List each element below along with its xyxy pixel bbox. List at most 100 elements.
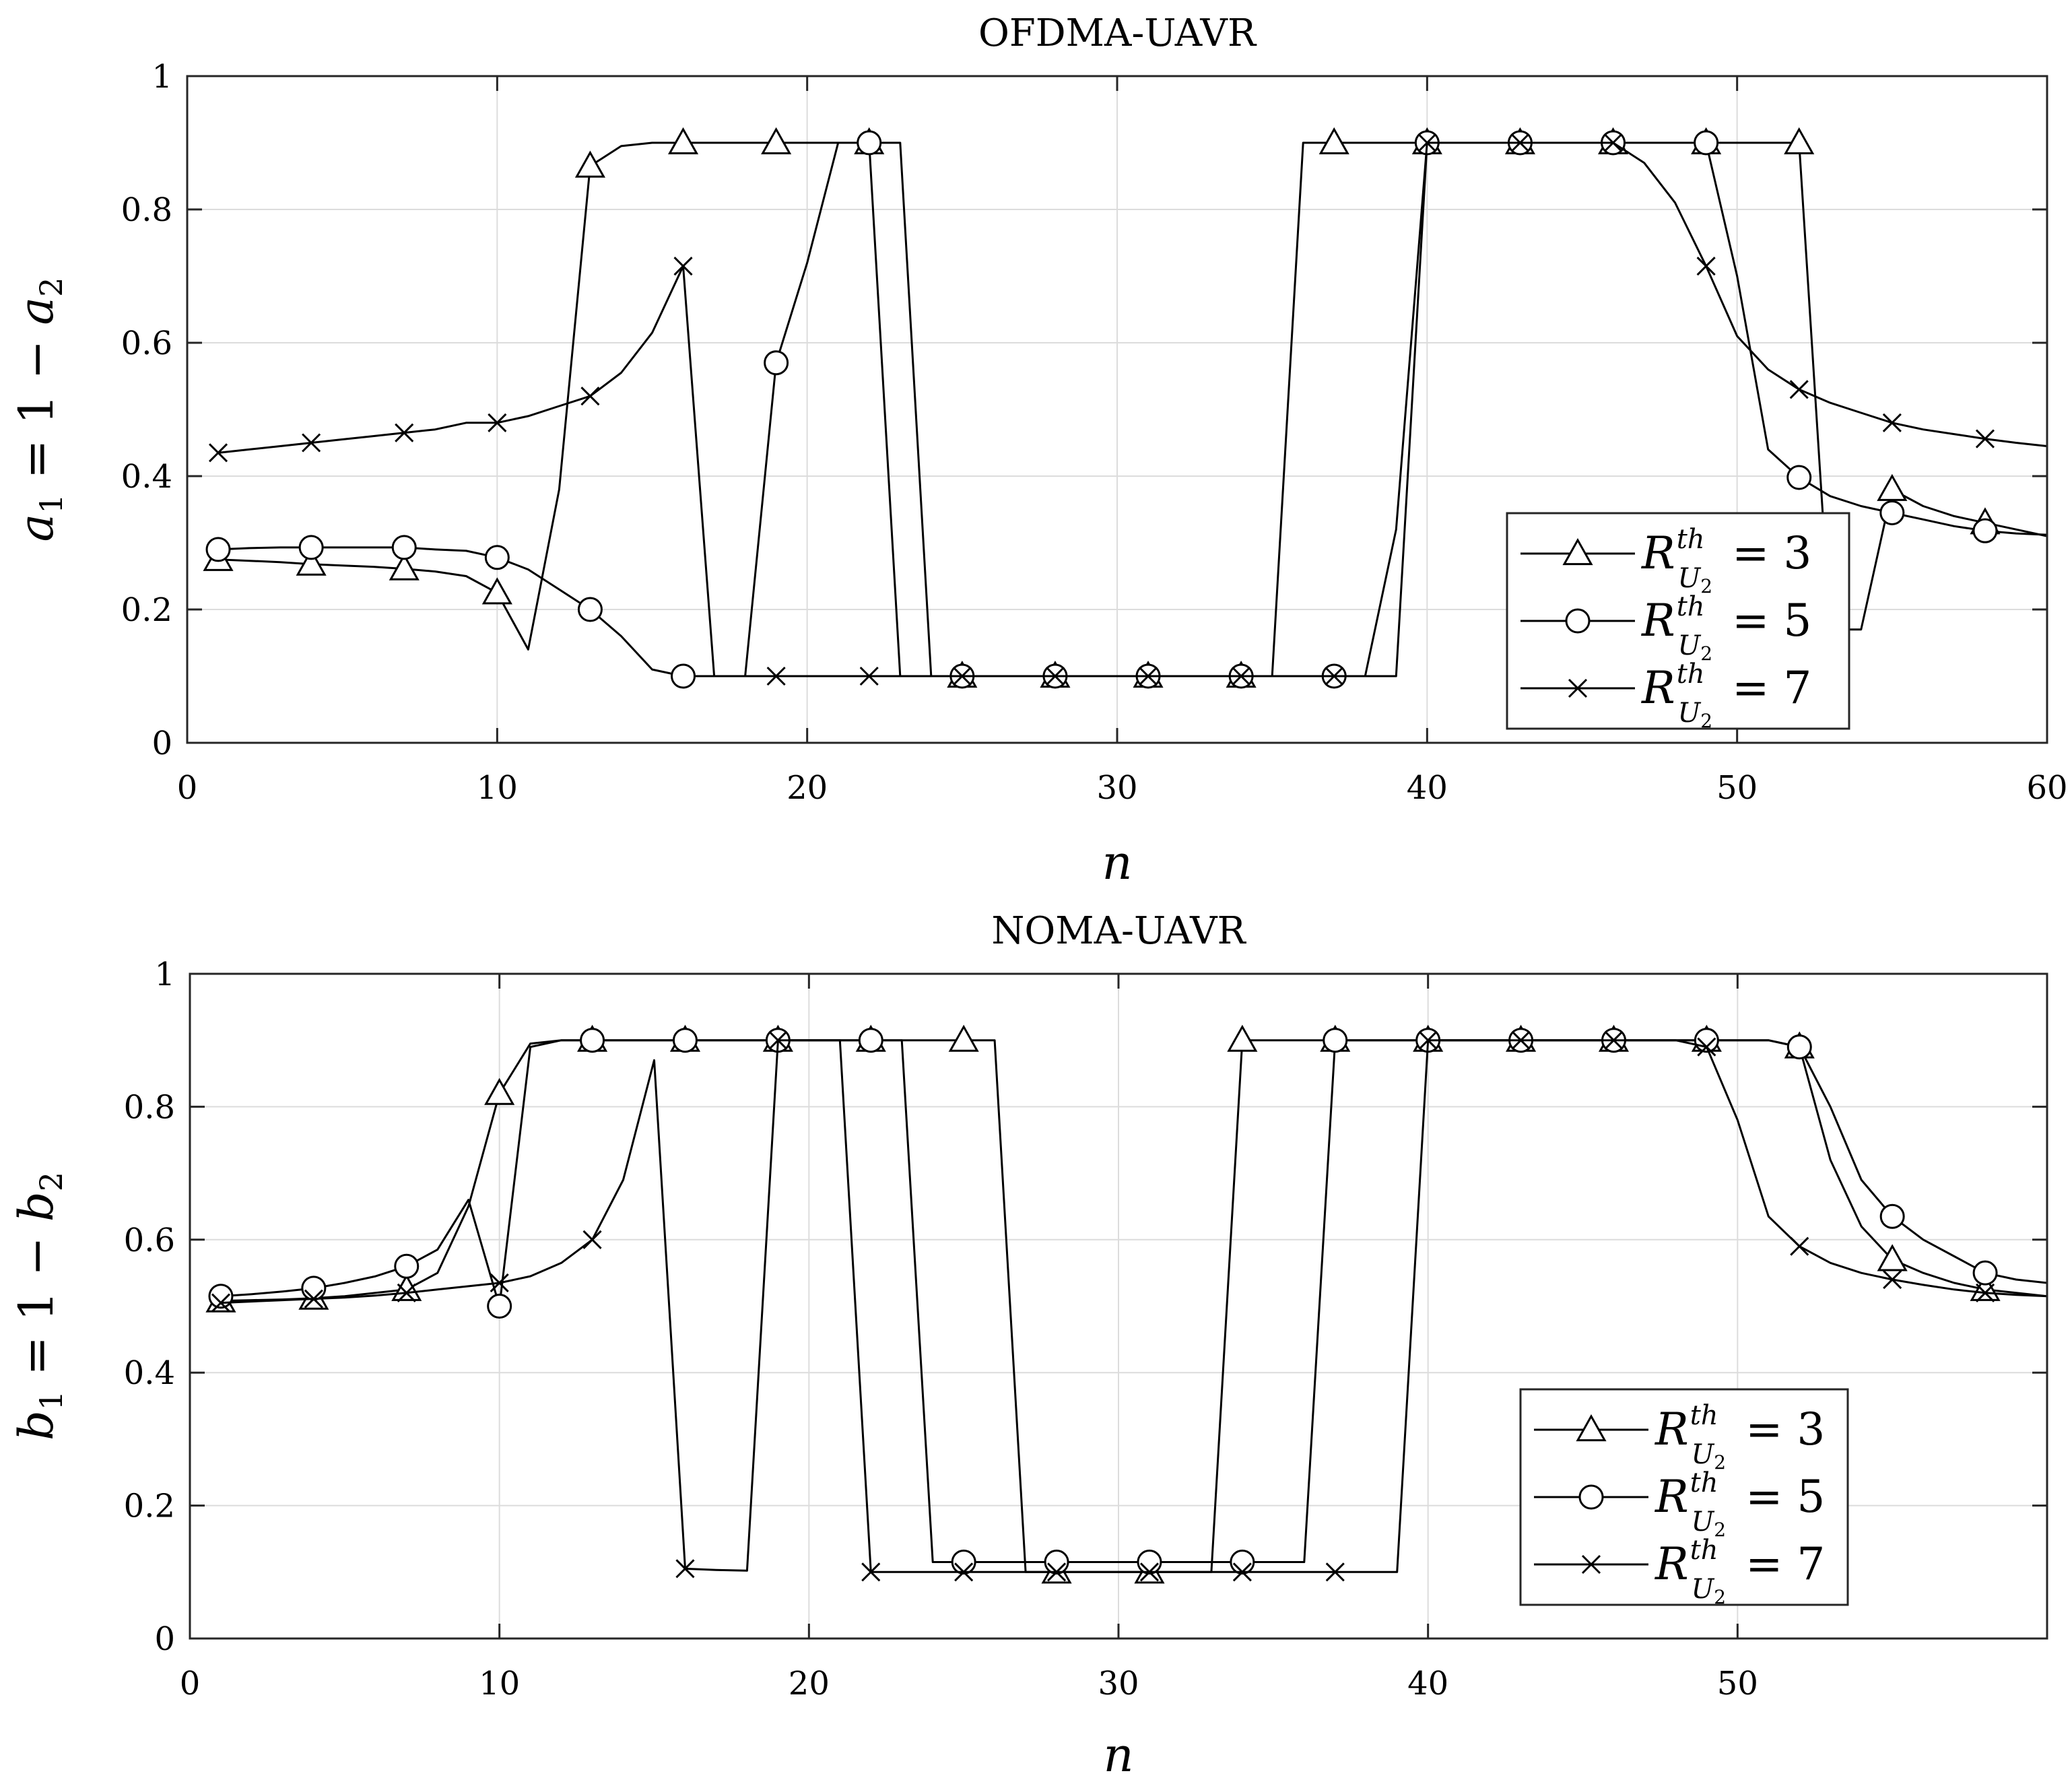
data-point-triangle — [1227, 1024, 1258, 1052]
legend-item-triangle: Rth U2 = 3 — [1534, 1400, 1825, 1474]
x-tick-label: 40 — [1407, 1665, 1448, 1702]
legend-marker-circle — [1565, 608, 1591, 634]
y-tick-label: 0.6 — [121, 325, 172, 362]
data-point-x — [1883, 1269, 1902, 1290]
data-point-x — [1511, 1030, 1531, 1050]
data-point-x — [1232, 666, 1251, 686]
data-point-x — [673, 257, 693, 276]
data-point-x — [1139, 1562, 1160, 1582]
legend-item-circle: Rth U2 = 5 — [1534, 1467, 1825, 1541]
data-point-triangle — [574, 150, 605, 178]
data-point-triangle — [1784, 127, 1815, 155]
data-point-circle — [301, 1276, 327, 1301]
series-line-x — [218, 141, 2048, 677]
data-point-circle — [672, 1028, 698, 1053]
legend-marker-triangle — [1576, 1414, 1607, 1442]
data-point-triangle — [667, 127, 699, 155]
data-point-x — [1418, 1030, 1438, 1050]
data-point-x — [861, 1562, 881, 1582]
data-point-x — [304, 1289, 323, 1309]
y-tick-label: 0.4 — [121, 458, 172, 496]
data-point-circle — [857, 130, 882, 156]
data-point-x — [1510, 133, 1530, 153]
data-point-x — [1975, 429, 1995, 449]
legend-item-circle: Rth U2 = 5 — [1520, 591, 1811, 665]
data-point-x — [1696, 257, 1716, 276]
data-point-x — [488, 413, 507, 432]
data-point-x — [1976, 1283, 1995, 1302]
data-point-triangle — [1877, 1244, 1908, 1271]
x-tick-label: 40 — [1407, 769, 1448, 807]
data-point-circle — [1137, 1549, 1162, 1575]
x-tick-label: 0 — [177, 769, 198, 807]
data-point-circle — [1230, 1549, 1255, 1575]
data-point-x — [395, 423, 414, 442]
data-point-x — [1232, 1562, 1252, 1582]
y-tick-label: 0 — [152, 725, 172, 762]
data-point-x — [1790, 1236, 1809, 1256]
data-point-triangle — [761, 127, 792, 155]
data-point-x — [675, 1559, 695, 1579]
data-point-x — [302, 433, 321, 453]
y-tick-label: 0.2 — [121, 591, 172, 629]
data-point-x — [211, 1293, 231, 1313]
legend-label: Rth U2 = 7 — [1655, 1535, 1825, 1608]
data-point-x — [208, 443, 228, 463]
data-point-triangle — [481, 577, 512, 605]
data-point-circle — [391, 535, 417, 560]
data-point-x — [954, 1562, 974, 1582]
legend-label: Rth U2 = 5 — [1655, 1467, 1825, 1541]
series-x — [208, 133, 2048, 686]
y-axis-label: a1 = 1 − a2 — [9, 277, 69, 542]
data-point-circle — [484, 545, 510, 570]
y-tick-label: 0.8 — [124, 1088, 175, 1126]
data-point-circle — [951, 1549, 976, 1575]
data-point-circle — [1879, 1203, 1905, 1229]
data-point-circle — [858, 1028, 883, 1053]
data-point-triangle — [1877, 473, 1908, 501]
legend-marker-x — [1568, 678, 1588, 698]
data-point-x — [1789, 380, 1809, 399]
data-point-x — [1138, 666, 1158, 686]
x-tick-label: 20 — [787, 769, 828, 807]
data-point-x — [1045, 666, 1065, 686]
x-tick-label: 20 — [789, 1665, 830, 1702]
y-tick-label: 0 — [154, 1620, 175, 1658]
data-point-circle — [764, 350, 789, 376]
data-point-x — [768, 1030, 788, 1050]
x-tick-label: 10 — [479, 1665, 520, 1702]
chart-title: OFDMA-UAVR — [978, 11, 1257, 55]
data-point-x — [1697, 1037, 1716, 1057]
data-point-x — [1047, 1562, 1067, 1582]
data-point-circle — [298, 535, 324, 560]
x-tick-label: 60 — [2026, 769, 2067, 807]
data-point-x — [1603, 133, 1623, 153]
legend-marker-circle — [1578, 1484, 1604, 1510]
x-tick-label: 50 — [1716, 769, 1758, 807]
y-tick-label: 0.2 — [124, 1488, 175, 1525]
data-point-triangle — [1318, 127, 1349, 155]
data-point-x — [580, 387, 600, 406]
data-point-circle — [1786, 465, 1812, 490]
x-tick-label: 30 — [1096, 769, 1137, 807]
data-point-circle — [1044, 1549, 1069, 1575]
data-point-x — [766, 666, 786, 686]
legend-label: Rth U2 = 3 — [1641, 524, 1811, 597]
legend-item-x: Rth U2 = 7 — [1520, 659, 1811, 732]
x-tick-label: 0 — [180, 1665, 201, 1702]
series-x — [211, 1030, 2048, 1582]
data-point-circle — [1323, 1028, 1348, 1053]
data-point-circle — [580, 1028, 605, 1053]
y-tick-label: 0.4 — [124, 1354, 175, 1392]
legend-marker-x — [1581, 1554, 1601, 1575]
legend-marker-triangle — [1562, 537, 1593, 566]
x-tick-label: 30 — [1098, 1665, 1139, 1702]
series-line-circle — [220, 1039, 2048, 1563]
data-point-x — [1325, 666, 1344, 686]
legend-label: Rth U2 = 7 — [1641, 659, 1811, 732]
data-point-x — [859, 666, 879, 686]
legend-label: Rth U2 = 3 — [1655, 1400, 1825, 1474]
y-tick-label: 1 — [152, 58, 172, 96]
